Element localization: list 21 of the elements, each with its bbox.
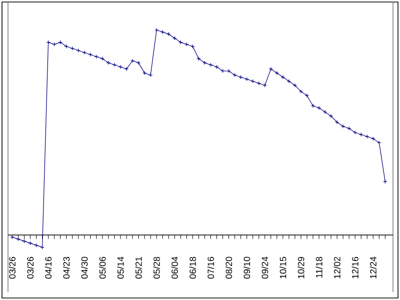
- x-tick-label: 08/20: [225, 256, 232, 279]
- x-tick-label: 12/02: [334, 256, 340, 278]
- x-tick-label: 03/26: [8, 256, 16, 279]
- x-tick-label: 10/15: [280, 256, 286, 278]
- x-tick-label: 09/24: [262, 256, 268, 279]
- x-tick-label: 04/16: [45, 256, 52, 279]
- x-tick-label: 06/18: [189, 256, 196, 279]
- x-tick-label: 03/26: [26, 256, 34, 279]
- x-tick-label: 04/23: [63, 256, 70, 279]
- x-tick-label: 06/04: [171, 256, 178, 279]
- x-tick-label: 05/21: [135, 256, 142, 279]
- x-tick-label: 10/29: [298, 256, 304, 278]
- x-tick-label: 09/10: [244, 256, 250, 279]
- x-tick-label: 12/24: [370, 256, 376, 278]
- x-tick-label: 05/14: [117, 256, 124, 279]
- x-tick-label: 07/16: [207, 256, 214, 279]
- x-tick-label: 05/28: [153, 256, 160, 279]
- x-tick-label: 11/18: [316, 256, 322, 278]
- x-tick-label: 12/16: [352, 256, 358, 278]
- x-tick-label: 04/30: [81, 256, 88, 279]
- x-tick-label: 05/06: [99, 256, 106, 279]
